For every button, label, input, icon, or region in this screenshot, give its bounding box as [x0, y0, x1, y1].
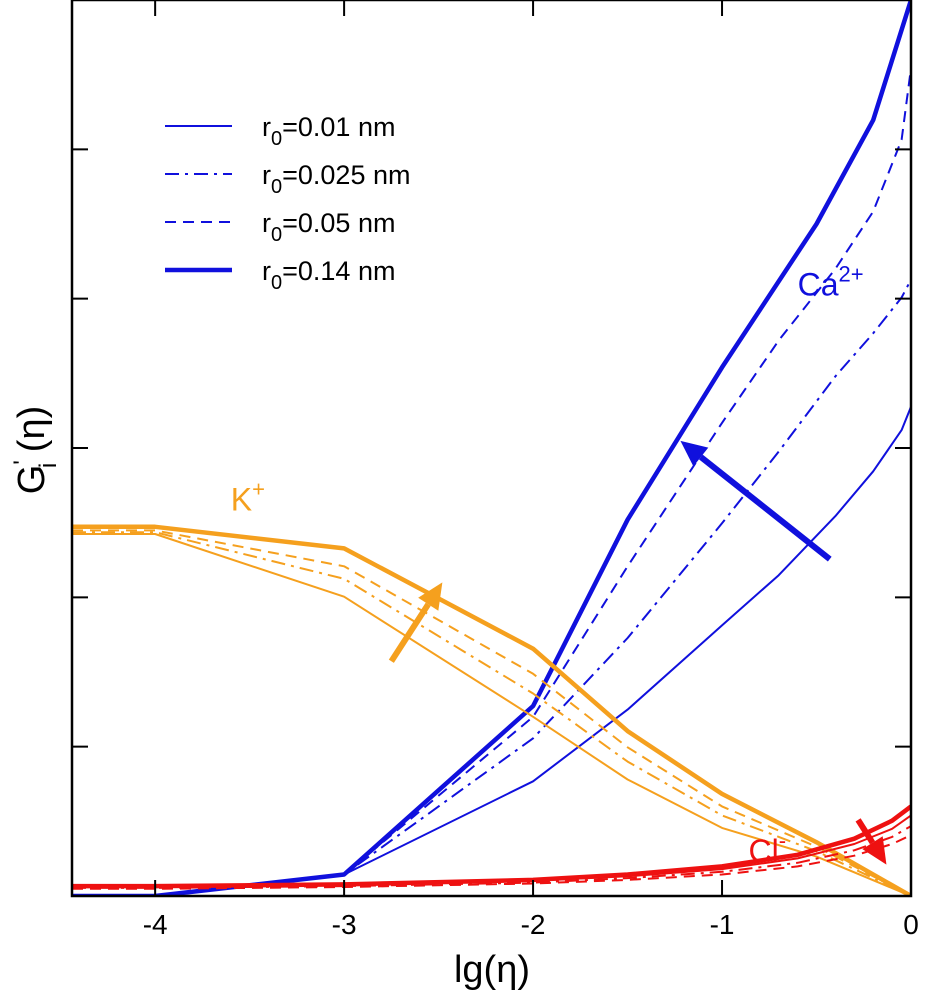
y-axis-title: G'i (η) — [9, 406, 62, 495]
legend-label: r0=0.01 nm — [262, 112, 395, 150]
x-tick-label: -1 — [710, 909, 735, 940]
ion-labels: Ca2+ K+ Cl- — [231, 262, 864, 869]
series-line-ca-dashed — [72, 67, 911, 896]
arrow-layer — [388, 440, 887, 865]
arrow-shaft — [855, 818, 876, 845]
arrow-head — [418, 582, 443, 611]
ion-label-k: K+ — [231, 477, 265, 518]
arrow-shaft — [388, 602, 431, 663]
series-line-k-thick — [72, 524, 911, 896]
arrow-cl — [855, 818, 887, 865]
series-layer — [72, 0, 911, 896]
arrow-k — [388, 582, 443, 663]
ion-label-cl: Cl- — [748, 828, 786, 869]
legend-label: r0=0.025 nm — [262, 160, 410, 198]
legend-label: r0=0.14 nm — [262, 256, 395, 294]
ion-label-ca: Ca2+ — [798, 262, 864, 303]
x-tick-label: -2 — [521, 909, 546, 940]
x-tick-label: -3 — [332, 909, 357, 940]
series-line-ca-thick — [72, 0, 911, 896]
series-line-k-dashdot — [72, 531, 911, 896]
legend-label: r0=0.05 nm — [262, 208, 395, 246]
arrow-head — [680, 440, 709, 467]
series-line-ca-dashdot — [72, 279, 911, 896]
arrow-shaft — [698, 454, 832, 562]
arrow-ca — [680, 440, 832, 562]
plot-frame — [70, 0, 913, 898]
series-line-ca-solid — [72, 406, 911, 896]
legend: r0=0.01 nm r0=0.025 nm r0=0.05 nm r0=0.14 n… — [165, 112, 410, 294]
tick-layer: -4 -3 -2 -1 0 — [72, 0, 919, 940]
x-tick-label: -4 — [143, 909, 168, 940]
x-axis-title: lg(η) — [454, 949, 530, 991]
series-line-cl-dashed — [72, 834, 911, 890]
series-line-k-dashed — [72, 529, 911, 896]
series-line-cl-thick — [72, 804, 911, 889]
x-tick-label: 0 — [903, 909, 919, 940]
arrow-head — [862, 836, 887, 865]
